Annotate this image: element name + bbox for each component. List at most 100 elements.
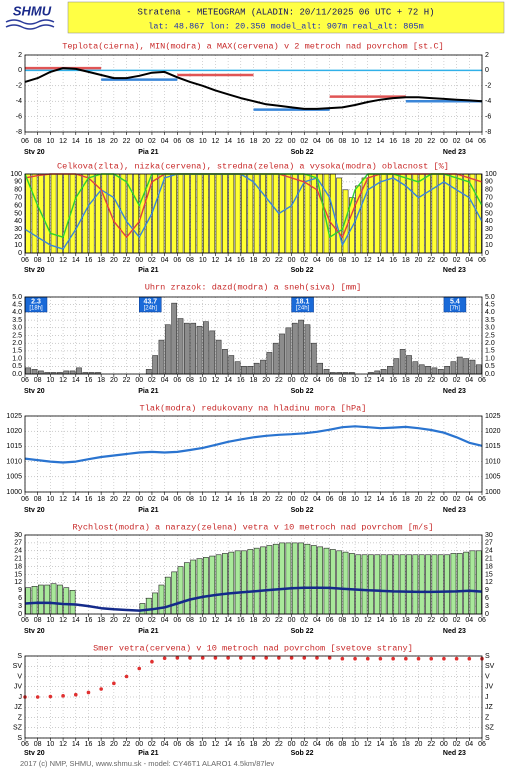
- hour-label: 04: [313, 741, 321, 748]
- bar: [57, 584, 63, 615]
- hour-label: 04: [161, 741, 169, 748]
- bar: [393, 358, 400, 375]
- hour-label: 12: [364, 741, 372, 748]
- bar: [412, 554, 419, 615]
- bar: [57, 173, 63, 254]
- bar: [380, 173, 387, 254]
- hour-label: 16: [85, 496, 93, 503]
- bar: [317, 546, 324, 615]
- day-label: Ned 23: [443, 507, 466, 514]
- hour-label: 20: [110, 496, 118, 503]
- bar: [310, 342, 317, 375]
- y2-tick-label: 30: [485, 226, 493, 233]
- y-tick-label: 0: [18, 611, 22, 618]
- bar: [387, 173, 393, 254]
- plot-frame: [24, 296, 483, 375]
- y2-tick-label: 1005: [485, 474, 501, 481]
- y2-tick-label: 40: [485, 218, 493, 225]
- y2-tick-label: 1025: [485, 413, 501, 420]
- y2-tick-label: 2.0: [485, 340, 495, 347]
- sum-period: [24h]: [296, 306, 310, 312]
- bar: [31, 586, 38, 615]
- bar: [368, 554, 374, 615]
- y2-tick-label: 30: [485, 532, 493, 539]
- hour-label: 12: [212, 741, 220, 748]
- logo-wave: [5, 24, 55, 30]
- bar: [203, 173, 209, 254]
- hour-label: 16: [237, 138, 245, 145]
- hour-label: 20: [110, 617, 118, 624]
- panel-title: Celkova(zlta), nizka(cervena), stredna(z…: [57, 161, 449, 171]
- hour-label: 10: [351, 496, 359, 503]
- hour-label: 20: [110, 138, 118, 145]
- point: [213, 656, 218, 660]
- hour-label: 14: [224, 257, 232, 264]
- bar: [342, 551, 349, 615]
- day-label: Pia 21: [138, 267, 158, 274]
- hour-label: 06: [478, 617, 486, 624]
- hour-label: 18: [97, 138, 105, 145]
- y2-tick-label: 18: [485, 563, 493, 570]
- hour-label: 16: [237, 617, 245, 624]
- bar: [418, 173, 425, 254]
- sum-period: [7h]: [450, 306, 460, 312]
- bar: [101, 173, 108, 254]
- bar: [463, 551, 470, 615]
- bar: [450, 173, 457, 254]
- bar: [234, 361, 241, 375]
- y2-tick-label: 2.5: [485, 332, 495, 339]
- hour-label: 06: [326, 496, 334, 503]
- y2-tick-label: Z: [485, 714, 490, 721]
- hour-label: 14: [224, 377, 232, 384]
- hour-label: 20: [415, 496, 423, 503]
- hour-label: 08: [338, 741, 346, 748]
- hour-label: 08: [34, 257, 42, 264]
- hour-label: 02: [148, 377, 156, 384]
- hour-label: 06: [21, 377, 29, 384]
- bar: [304, 324, 311, 375]
- hour-label: 02: [453, 377, 461, 384]
- hour-label: 18: [402, 496, 410, 503]
- bar: [215, 173, 222, 254]
- hour-label: 06: [21, 496, 29, 503]
- hour-label: 04: [161, 377, 169, 384]
- day-label: Stv 20: [24, 507, 45, 514]
- y-tick-label: 20: [14, 234, 22, 241]
- hour-label: 18: [250, 617, 258, 624]
- hour-label: 14: [224, 617, 232, 624]
- y-tick-label: 2.5: [12, 332, 22, 339]
- y-tick-label: 2: [18, 52, 22, 59]
- bar: [285, 327, 292, 375]
- header-title: Stratena - METEOGRAM (ALADIN: 20/11/2025…: [137, 7, 434, 17]
- bar: [209, 330, 216, 375]
- hour-label: 20: [415, 257, 423, 264]
- bar: [234, 173, 241, 254]
- hour-label: 06: [173, 741, 181, 748]
- bar: [456, 356, 463, 375]
- day-label: Stv 20: [24, 388, 45, 395]
- logo: SHMU: [5, 3, 55, 30]
- y2-tick-label: 12: [485, 579, 493, 586]
- hour-label: 18: [402, 741, 410, 748]
- hour-label: 22: [123, 257, 131, 264]
- hour-label: 14: [72, 741, 80, 748]
- hour-label: 04: [465, 377, 473, 384]
- y2-tick-label: 9: [485, 587, 489, 594]
- hour-label: 04: [313, 617, 321, 624]
- hour-label: 22: [275, 257, 283, 264]
- y-tick-label: S: [17, 735, 22, 742]
- hour-label: 12: [59, 496, 67, 503]
- hour-label: 00: [135, 257, 143, 264]
- bar: [253, 547, 260, 615]
- bar: [25, 367, 32, 375]
- hour-label: 14: [377, 377, 385, 384]
- day-label: Sob 22: [291, 507, 314, 514]
- sum-amount: 18.1: [296, 298, 310, 305]
- hour-label: 16: [237, 496, 245, 503]
- point: [150, 659, 154, 664]
- bar: [228, 355, 235, 375]
- y2-tick-label: 10: [485, 242, 493, 249]
- hour-label: 02: [300, 138, 308, 145]
- plot-frame: [24, 415, 483, 493]
- hour-label: 18: [97, 617, 105, 624]
